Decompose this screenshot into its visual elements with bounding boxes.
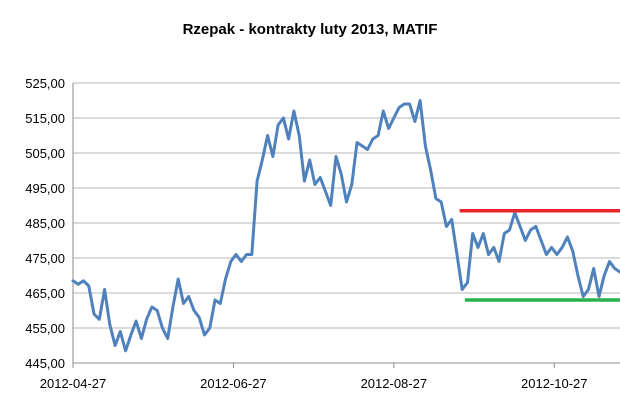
y-tick-label: 505,00 (25, 146, 65, 161)
y-axis-tick-labels: 525,00 515,00 505,00 495,00 485,00 475,00 465,… (25, 76, 65, 371)
x-tick-label: 2012-08-27 (361, 376, 428, 391)
gridlines (73, 82, 620, 329)
y-tick-label: 455,00 (25, 321, 65, 336)
axes (72, 83, 620, 368)
chart-title: Rzepak - kontrakty luty 2013, MATIF (183, 21, 438, 38)
x-axis-tick-labels: 2012-04-27 2012-06-27 2012-08-27 2012-10-27 (40, 376, 588, 391)
y-tick-label: 495,00 (25, 181, 65, 196)
series-layer (71, 99, 620, 353)
annotation-layer (459, 209, 620, 302)
y-tick-label: 465,00 (25, 286, 65, 301)
y-tick-label: 525,00 (25, 76, 65, 91)
y-tick-label: 475,00 (25, 251, 65, 266)
x-tick-label: 2012-06-27 (200, 376, 267, 391)
y-tick-label: 445,00 (25, 356, 65, 371)
y-tick-label: 485,00 (25, 216, 65, 231)
y-tick-label: 515,00 (25, 111, 65, 126)
x-tick-label: 2012-04-27 (40, 376, 107, 391)
x-tick-label: 2012-10-27 (521, 376, 588, 391)
series-line (71, 99, 620, 353)
